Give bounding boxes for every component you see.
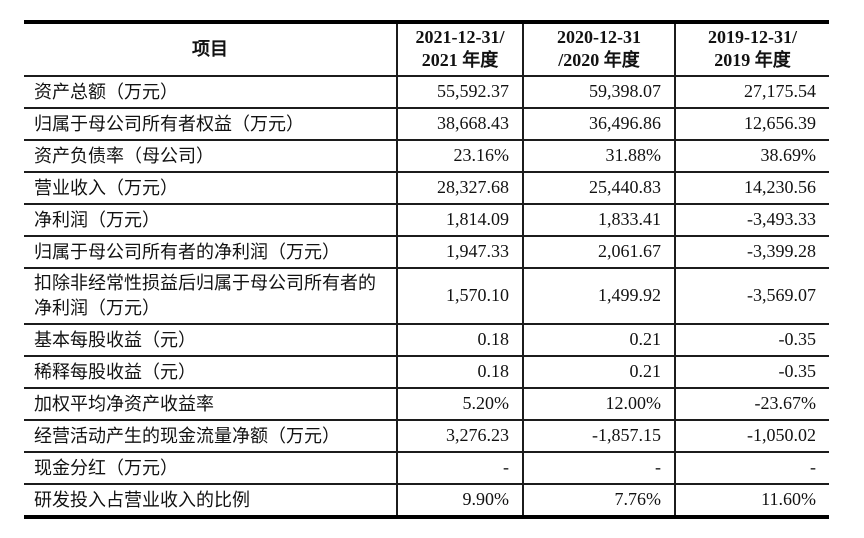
table-row: 归属于母公司所有者权益（万元） 38,668.43 36,496.86 12,6… [24,106,829,141]
header-row: 项目 2021-12-31/ 2021 年度 2020-12-31 /2020 … [24,21,829,77]
table-row: 资产总额（万元） 55,592.37 59,398.07 27,175.54 [24,74,829,109]
cell-value-2021: 0.18 [396,354,524,389]
table-row: 基本每股收益（元） 0.18 0.21 -0.35 [24,322,829,357]
cell-value-2021: - [396,450,524,485]
row-label: 净利润（万元） [24,202,398,237]
header-item-column: 项目 [24,21,398,77]
table-row: 归属于母公司所有者的净利润（万元） 1,947.33 2,061.67 -3,3… [24,234,829,269]
cell-value-2020: 7.76% [522,482,676,518]
row-label: 稀释每股收益（元） [24,354,398,389]
cell-value-2021: 1,947.33 [396,234,524,269]
row-label: 基本每股收益（元） [24,322,398,357]
cell-value-2020: 31.88% [522,138,676,173]
row-label: 资产负债率（母公司） [24,138,398,173]
header-period-2021: 2021-12-31/ 2021 年度 [396,21,524,77]
header-item-label: 项目 [192,38,228,59]
cell-value-2021: 28,327.68 [396,170,524,205]
cell-value-2019: 27,175.54 [674,74,829,109]
table-row: 加权平均净资产收益率 5.20% 12.00% -23.67% [24,386,829,421]
cell-value-2019: 14,230.56 [674,170,829,205]
cell-value-2021: 1,814.09 [396,202,524,237]
table-row: 稀释每股收益（元） 0.18 0.21 -0.35 [24,354,829,389]
cell-value-2019: -0.35 [674,354,829,389]
cell-value-2020: 0.21 [522,354,676,389]
cell-value-2020: 59,398.07 [522,74,676,109]
cell-value-2021: 3,276.23 [396,418,524,453]
row-label: 研发投入占营业收入的比例 [24,482,398,518]
table-row: 经营活动产生的现金流量净额（万元） 3,276.23 -1,857.15 -1,… [24,418,829,453]
cell-value-2020: -1,857.15 [522,418,676,453]
row-label: 扣除非经常性损益后归属于母公司所有者的净利润（万元） [24,266,398,325]
row-label: 归属于母公司所有者的净利润（万元） [24,234,398,269]
header-period-2019: 2019-12-31/ 2019 年度 [674,21,829,77]
header-period-2021-line1: 2021-12-31/ [415,27,505,47]
table-row: 净利润（万元） 1,814.09 1,833.41 -3,493.33 [24,202,829,237]
table-row: 研发投入占营业收入的比例 9.90% 7.76% 11.60% [24,482,829,518]
row-label: 加权平均净资产收益率 [24,386,398,421]
cell-value-2019: -0.35 [674,322,829,357]
cell-value-2019: 11.60% [674,482,829,518]
cell-value-2020: 1,499.92 [522,266,676,325]
header-period-2020: 2020-12-31 /2020 年度 [522,21,676,77]
cell-value-2020: 1,833.41 [522,202,676,237]
row-label: 营业收入（万元） [24,170,398,205]
cell-value-2021: 1,570.10 [396,266,524,325]
cell-value-2019: 12,656.39 [674,106,829,141]
header-period-2019-line1: 2019-12-31/ [708,27,797,47]
cell-value-2021: 55,592.37 [396,74,524,109]
table-row: 现金分红（万元） - - - [24,450,829,485]
header-period-2020-line2: /2020 年度 [558,50,640,71]
table-row: 营业收入（万元） 28,327.68 25,440.83 14,230.56 [24,170,829,205]
cell-value-2021: 23.16% [396,138,524,173]
financial-summary-table-container: 项目 2021-12-31/ 2021 年度 2020-12-31 /2020 … [24,20,829,519]
cell-value-2020: - [522,450,676,485]
cell-value-2021: 9.90% [396,482,524,518]
cell-value-2021: 5.20% [396,386,524,421]
cell-value-2020: 25,440.83 [522,170,676,205]
table-row: 资产负债率（母公司） 23.16% 31.88% 38.69% [24,138,829,173]
cell-value-2019: -3,569.07 [674,266,829,325]
header-period-2019-line2: 2019 年度 [714,50,791,71]
row-label: 经营活动产生的现金流量净额（万元） [24,418,398,453]
table-row: 扣除非经常性损益后归属于母公司所有者的净利润（万元） 1,570.10 1,49… [24,266,829,325]
cell-value-2019: -3,399.28 [674,234,829,269]
cell-value-2019: - [674,450,829,485]
header-period-2021-line2: 2021 年度 [421,50,499,71]
cell-value-2020: 36,496.86 [522,106,676,141]
cell-value-2020: 0.21 [522,322,676,357]
cell-value-2019: 38.69% [674,138,829,173]
financial-summary-table: 项目 2021-12-31/ 2021 年度 2020-12-31 /2020 … [24,20,829,519]
cell-value-2019: -23.67% [674,386,829,421]
row-label: 资产总额（万元） [24,74,398,109]
cell-value-2021: 38,668.43 [396,106,524,141]
row-label: 现金分红（万元） [24,450,398,485]
cell-value-2020: 2,061.67 [522,234,676,269]
cell-value-2020: 12.00% [522,386,676,421]
cell-value-2019: -3,493.33 [674,202,829,237]
header-period-2020-line1: 2020-12-31 [557,27,641,47]
cell-value-2021: 0.18 [396,322,524,357]
cell-value-2019: -1,050.02 [674,418,829,453]
row-label: 归属于母公司所有者权益（万元） [24,106,398,141]
